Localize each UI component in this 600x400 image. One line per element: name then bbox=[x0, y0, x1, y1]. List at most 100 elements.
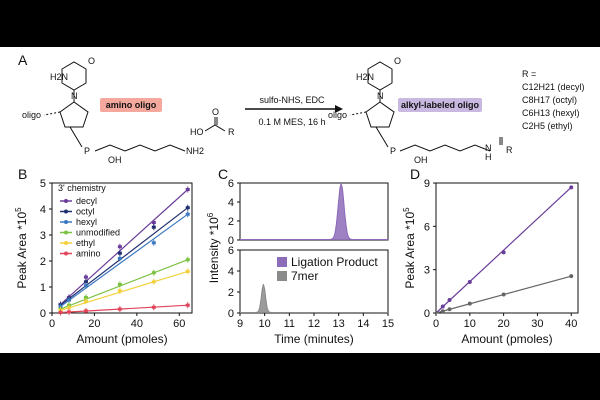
chart-d-ytick-label: 0 bbox=[424, 308, 430, 320]
chart-b-point bbox=[185, 269, 190, 273]
chart-b-legend-marker bbox=[64, 241, 68, 245]
chart-b-fit-line bbox=[60, 259, 188, 310]
chart-b-ytick-label: 4 bbox=[40, 204, 46, 216]
chart-b-point bbox=[83, 284, 88, 288]
amide-h-label: H bbox=[485, 152, 492, 162]
chart-b-xtick-label: 20 bbox=[88, 318, 100, 330]
amino-oligo-badge bbox=[100, 98, 162, 112]
chart-c-xtick-label: 12 bbox=[308, 318, 320, 330]
panel-label-d: D bbox=[410, 166, 420, 182]
chart-b-point bbox=[117, 251, 122, 255]
chart-d-point bbox=[467, 301, 472, 306]
chart-c-ylabel-exponent: 6 bbox=[206, 212, 215, 217]
arrow-bottom-text: 0.1 M MES, 16 h bbox=[258, 117, 325, 127]
panel-label-b: B bbox=[18, 166, 27, 182]
chart-b-fit-line bbox=[60, 270, 188, 311]
chart-b-point bbox=[58, 310, 63, 314]
chart-b-ytick-label: 5 bbox=[40, 178, 46, 190]
hydroxyl-label-right: OH bbox=[414, 155, 428, 165]
chart-b-point bbox=[66, 298, 71, 302]
chart-b-point bbox=[185, 206, 190, 210]
phosphate-bond-left bbox=[69, 126, 83, 148]
chart-c-xtick-label: 11 bbox=[284, 318, 295, 330]
chart-b-xtick-label: 60 bbox=[173, 318, 185, 330]
chart-c-xtick-label: 15 bbox=[382, 318, 394, 330]
chart-d-ytick-label: 3 bbox=[424, 265, 430, 277]
chart-d-point bbox=[569, 274, 574, 279]
chart-b-point bbox=[117, 245, 122, 249]
chart-b-point bbox=[185, 303, 190, 307]
r-group-ethyl: C2H5 (ethyl) bbox=[522, 121, 573, 131]
chart-b-point bbox=[151, 225, 156, 229]
r-group-octyl: C8H17 (octyl) bbox=[522, 95, 577, 105]
chart-b-xtick-label: 0 bbox=[49, 318, 55, 330]
chart-b-point bbox=[83, 275, 88, 279]
chart-d-ylabel: Peak Area *105 bbox=[402, 207, 417, 289]
figure-svg: A B C D H2N O N oligo P OH NH2 amino oli… bbox=[14, 52, 585, 346]
chart-c-xlabel: Time (minutes) bbox=[274, 332, 354, 346]
chart-d-point bbox=[569, 185, 574, 190]
amine-terminal-label: NH2 bbox=[186, 146, 204, 156]
amino-oligo-badge-label: amino oligo bbox=[106, 100, 157, 110]
r-group-decyl: C12H21 (decyl) bbox=[522, 82, 585, 92]
chart-b-point bbox=[83, 295, 88, 299]
r-group-hexyl: C6H13 (hexyl) bbox=[522, 108, 580, 118]
chart-d-point bbox=[447, 298, 452, 302]
chart-d-point bbox=[467, 279, 472, 284]
chart-c-peak-0 bbox=[240, 183, 388, 240]
reaction-scheme bbox=[43, 61, 503, 152]
chart-b-fit-line bbox=[60, 213, 189, 307]
chart-c-legend-swatch bbox=[277, 257, 287, 267]
chart-d-xlabel: Amount (pmoles) bbox=[461, 332, 552, 346]
chart-c-bottom-ytick-label: 4 bbox=[228, 266, 234, 278]
chart-b-point bbox=[185, 188, 190, 191]
chart-b-legend-label: unmodified bbox=[76, 228, 120, 238]
chart-b-ytick-label: 1 bbox=[40, 282, 46, 294]
chart-c-trace-0 bbox=[240, 181, 388, 240]
sugar-ring-left bbox=[59, 101, 89, 128]
oligo-label-left: oligo bbox=[22, 110, 41, 120]
chart-b-point bbox=[185, 258, 190, 262]
alkyl-oligo-badge-label: alkyl-labeled oligo bbox=[401, 100, 480, 110]
oligo-bond-right bbox=[349, 111, 367, 116]
chart-b-point bbox=[117, 307, 122, 311]
chart-b-point bbox=[151, 221, 156, 225]
panel-label-a: A bbox=[18, 52, 28, 68]
reaction-arrowhead bbox=[335, 105, 343, 113]
chart-b-point bbox=[66, 310, 71, 314]
chart-b-xtick-label: 40 bbox=[131, 318, 143, 330]
chart-d-xtick-label: 20 bbox=[497, 318, 509, 330]
chart-b-legend-label: amino bbox=[76, 249, 101, 259]
arrow-top-text: sulfo-NHS, EDC bbox=[259, 95, 325, 105]
chart-c-legend-swatch bbox=[277, 271, 287, 281]
alkyl-oligo-badge bbox=[398, 98, 482, 112]
chart-c-top-ytick-label: 6 bbox=[228, 178, 234, 190]
chart-b-point bbox=[83, 299, 88, 303]
panel-label-c: C bbox=[218, 166, 228, 182]
chart-b-legend-label: octyl bbox=[76, 207, 95, 217]
chart-b-point bbox=[83, 309, 88, 313]
phosphate-bond-right bbox=[375, 126, 389, 148]
chart-b-point bbox=[117, 289, 122, 293]
chart-d-ytick-label: 9 bbox=[424, 178, 430, 190]
chart-b-ytick-label: 2 bbox=[40, 256, 46, 268]
chart-c-top-frame bbox=[239, 182, 389, 241]
chart-c-bottom-ytick-label: 2 bbox=[228, 287, 234, 299]
chart-c-xtick-label: 9 bbox=[237, 318, 243, 330]
chart-c-ylabel: Intensity *106 bbox=[206, 212, 221, 283]
chart-b-ytick-label: 0 bbox=[40, 308, 46, 320]
chart-b-legend-marker bbox=[64, 220, 68, 224]
chart-d-point bbox=[501, 250, 506, 255]
chart-c-top-ytick-label: 2 bbox=[228, 216, 234, 228]
amino-label-left: H2N bbox=[50, 72, 68, 82]
chart-c-top-ytick-label: 4 bbox=[228, 197, 234, 209]
chart-b-point bbox=[151, 241, 156, 245]
chart-b-point bbox=[117, 282, 122, 286]
phosphate-label-left: P bbox=[84, 146, 90, 156]
chart-d-xtick-label: 0 bbox=[433, 318, 439, 330]
figure-panel: A B C D H2N O N oligo P OH NH2 amino oli… bbox=[0, 47, 600, 353]
chart-d-point bbox=[440, 304, 445, 309]
chart-b-ytick-label: 3 bbox=[40, 230, 46, 242]
sugar-ring-right bbox=[365, 101, 395, 128]
chart-c-legend-label: 7mer bbox=[291, 269, 318, 283]
